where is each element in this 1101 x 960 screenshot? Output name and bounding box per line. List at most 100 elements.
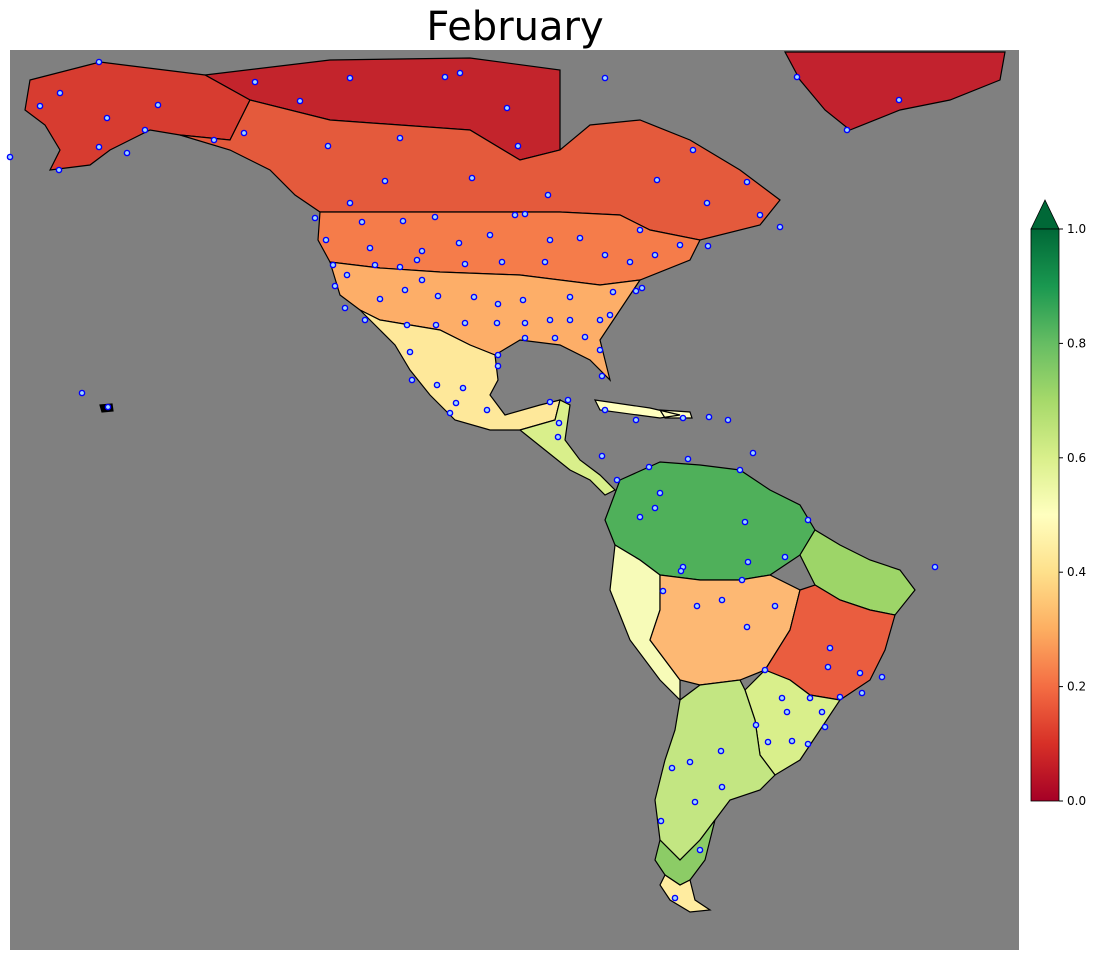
station-marker [459, 384, 467, 392]
station-marker [895, 96, 903, 104]
station-marker [240, 129, 248, 137]
station-marker [343, 271, 351, 279]
station-marker [432, 321, 440, 329]
station-marker [566, 316, 574, 324]
station-marker [311, 214, 319, 222]
station-marker [601, 251, 609, 259]
station-marker [296, 97, 304, 105]
station-marker [705, 413, 713, 421]
station-marker [434, 292, 442, 300]
station-marker [6, 153, 14, 161]
station-marker [564, 396, 572, 404]
station-marker [601, 74, 609, 82]
station-marker [521, 334, 529, 342]
region-alaska [24, 61, 251, 171]
station-marker [36, 102, 44, 110]
station-marker [824, 663, 832, 671]
station-marker [804, 516, 812, 524]
station-marker [483, 406, 491, 414]
station-marker [651, 251, 659, 259]
station-marker [718, 783, 726, 791]
station-marker [676, 241, 684, 249]
station-marker [418, 247, 426, 255]
station-marker [399, 217, 407, 225]
station-marker [843, 126, 851, 134]
station-marker [878, 673, 886, 681]
station-marker [781, 553, 789, 561]
station-marker [738, 576, 746, 584]
station-marker [455, 239, 463, 247]
station-marker [498, 258, 506, 266]
colorbar-tick-label: 0.2 [1067, 680, 1086, 694]
station-marker [78, 389, 86, 397]
station-marker [95, 143, 103, 151]
station-marker [486, 231, 494, 239]
station-marker [836, 693, 844, 701]
station-marker [251, 78, 259, 86]
colorbar-tick-label: 0.6 [1067, 451, 1086, 465]
station-marker [632, 416, 640, 424]
station-marker [376, 295, 384, 303]
station-marker [401, 286, 409, 294]
station-marker [396, 263, 404, 271]
station-marker [601, 406, 609, 414]
station-marker [749, 449, 757, 457]
station-marker [519, 296, 527, 304]
station-marker [103, 114, 111, 122]
station-marker [741, 518, 749, 526]
station-marker [764, 738, 772, 746]
station-marker [210, 136, 218, 144]
station-marker [632, 287, 640, 295]
station-marker [358, 218, 366, 226]
station-marker [771, 602, 779, 610]
station-marker [551, 334, 559, 342]
station-marker [931, 563, 939, 571]
region-tierra-del-fuego [659, 874, 712, 913]
station-marker [736, 466, 744, 474]
station-marker [441, 73, 449, 81]
station-marker [606, 311, 614, 319]
station-marker [613, 476, 621, 484]
station-marker [761, 666, 769, 674]
station-marker [95, 58, 103, 66]
station-marker [743, 623, 751, 631]
station-marker [413, 256, 421, 264]
station-marker [541, 258, 549, 266]
colorbar-gradient [1030, 228, 1060, 802]
colorbar-tick-label: 0.8 [1067, 336, 1086, 350]
station-marker [322, 236, 330, 244]
station-marker [511, 211, 519, 219]
station-marker [123, 149, 131, 157]
station-marker [371, 261, 379, 269]
station-marker [756, 211, 764, 219]
station-marker [521, 319, 529, 327]
station-marker [626, 258, 634, 266]
station-marker [804, 740, 812, 748]
colorbar-tick-label: 0.0 [1067, 794, 1086, 808]
region-patagonia [654, 819, 716, 886]
station-marker [598, 372, 606, 380]
region-greenland [783, 51, 1006, 131]
station-marker [752, 721, 760, 729]
station-marker [686, 758, 694, 766]
station-marker [668, 764, 676, 772]
station-marker [696, 846, 704, 854]
station-marker [691, 798, 699, 806]
station-marker [452, 399, 460, 407]
station-marker [826, 644, 834, 652]
station-marker [346, 199, 354, 207]
station-marker [381, 177, 389, 185]
station-marker [724, 416, 732, 424]
station-marker [598, 452, 606, 460]
station-marker [636, 226, 644, 234]
station-marker [596, 346, 604, 354]
station-marker [406, 348, 414, 356]
station-marker [743, 178, 751, 186]
station-marker [689, 146, 697, 154]
station-marker [494, 351, 502, 359]
station-marker [645, 463, 653, 471]
map-title: February [426, 4, 604, 50]
station-marker [470, 293, 478, 301]
station-marker [555, 419, 563, 427]
